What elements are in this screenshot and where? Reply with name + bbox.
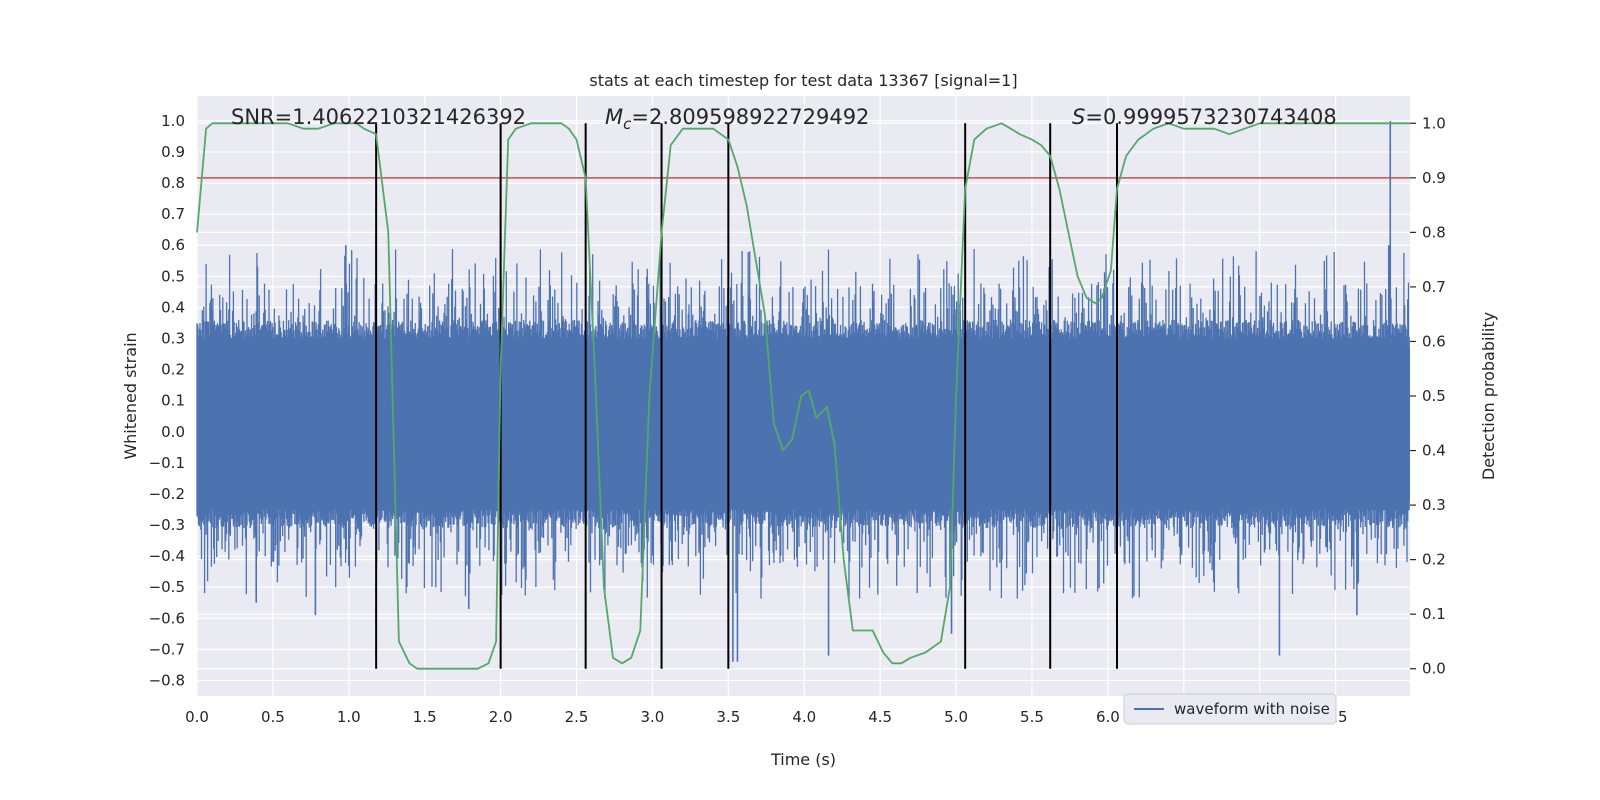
x-tick-label: 4.0 [792,708,816,726]
x-tick-label: 6.0 [1096,708,1120,726]
x-tick-label: 4.5 [868,708,892,726]
x-tick-label: 1.0 [337,708,361,726]
mc-symbol: M [605,105,623,129]
y-tick-label: 0.8 [161,174,185,192]
mc-subscript: c [623,115,632,133]
y-tick-label: 0.3 [161,329,185,347]
y-tick-label: 0.2 [161,361,185,379]
y2-tick-label: 0.6 [1422,332,1446,350]
y2-tick-label: 0.4 [1422,442,1446,460]
y2-axis-label: Detection probability [1479,312,1498,480]
y-tick-label: −0.7 [149,640,185,658]
x-tick-label: 2.0 [489,708,513,726]
x-tick-label: 5.0 [944,708,968,726]
x-tick-label: 1.5 [413,708,437,726]
y-tick-label: 0.7 [161,205,185,223]
chirp-mass-annotation: Mc=2.809598922729492 [605,105,869,133]
legend-label: waveform with noise [1174,700,1330,718]
mc-value: =2.809598922729492 [631,105,869,129]
y-tick-label: −0.2 [149,485,185,503]
x-axis-label: Time (s) [770,750,836,769]
y2-tick-label: 0.5 [1422,387,1446,405]
y2-tick-label: 0.1 [1422,605,1446,623]
x-tick-label: 0.5 [261,708,285,726]
x-tick-label: 2.5 [565,708,589,726]
y-tick-label: −0.4 [149,547,185,565]
s-annotation: S=0.9999573230743408 [1072,105,1337,129]
y-tick-label: 0.9 [161,143,185,161]
legend: waveform with noise [1123,693,1337,725]
overlay [196,122,1410,670]
x-tick-label: 3.5 [716,708,740,726]
y2-tick-label: 0.2 [1422,551,1446,569]
y-tick-label: −0.8 [149,671,185,689]
y-tick-label: 0.1 [161,392,185,410]
y-tick-label: 0.4 [161,298,185,316]
y-tick-label: −0.5 [149,578,185,596]
s-value: =0.9999573230743408 [1085,105,1336,129]
legend-box [1123,693,1337,725]
y2-tick-label: 0.0 [1422,660,1446,678]
x-tick-label: 5.5 [1020,708,1044,726]
chart-title: stats at each timestep for test data 133… [589,71,1017,90]
detection-probability-line [196,122,1410,670]
y2-tick-label: 0.8 [1422,223,1446,241]
y2-tick-label: 0.7 [1422,278,1446,296]
y2-tick-label: 0.3 [1422,496,1446,514]
y-axis-label: Whitened strain [121,332,140,459]
y2-tick-label: 1.0 [1422,114,1446,132]
waveform-core-band [197,347,1410,501]
x-tick-label: 0.0 [185,708,209,726]
waveform-series [196,120,1410,662]
s-symbol: S [1072,105,1085,129]
y-tick-label: 0.6 [161,236,185,254]
y-tick-label: −0.1 [149,454,185,472]
snr-annotation: SNR=1.4062210321426392 [231,105,526,129]
y-tick-label: 0.5 [161,267,185,285]
y-tick-label: 0.0 [161,423,185,441]
x-tick-label: 3.0 [641,708,665,726]
y-tick-label: −0.3 [149,516,185,534]
y2-tick-label: 0.9 [1422,169,1446,187]
y-tick-label: 1.0 [161,112,185,130]
y-tick-label: −0.6 [149,609,185,627]
